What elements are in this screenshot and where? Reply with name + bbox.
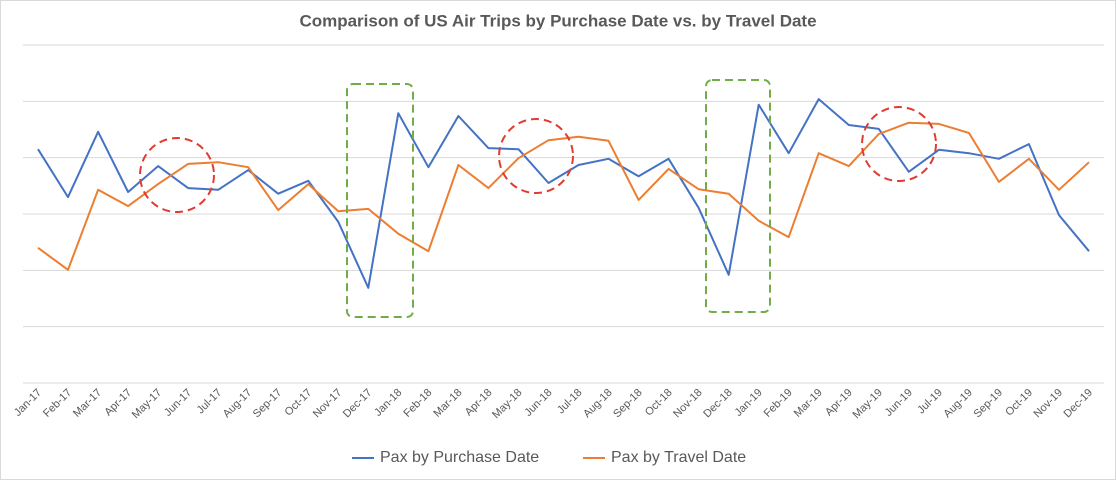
highlight-box (705, 79, 771, 313)
series-line (37, 121, 1090, 271)
chart-title: Comparison of US Air Trips by Purchase D… (299, 11, 816, 30)
legend-label: Pax by Purchase Date (380, 449, 539, 466)
legend-label: Pax by Travel Date (611, 449, 746, 466)
highlight-circle (498, 118, 574, 194)
highlight-circle (139, 137, 215, 213)
highlight-box (346, 83, 414, 318)
annotations (139, 79, 937, 318)
series-line (37, 98, 1090, 289)
highlight-circle (861, 106, 937, 182)
